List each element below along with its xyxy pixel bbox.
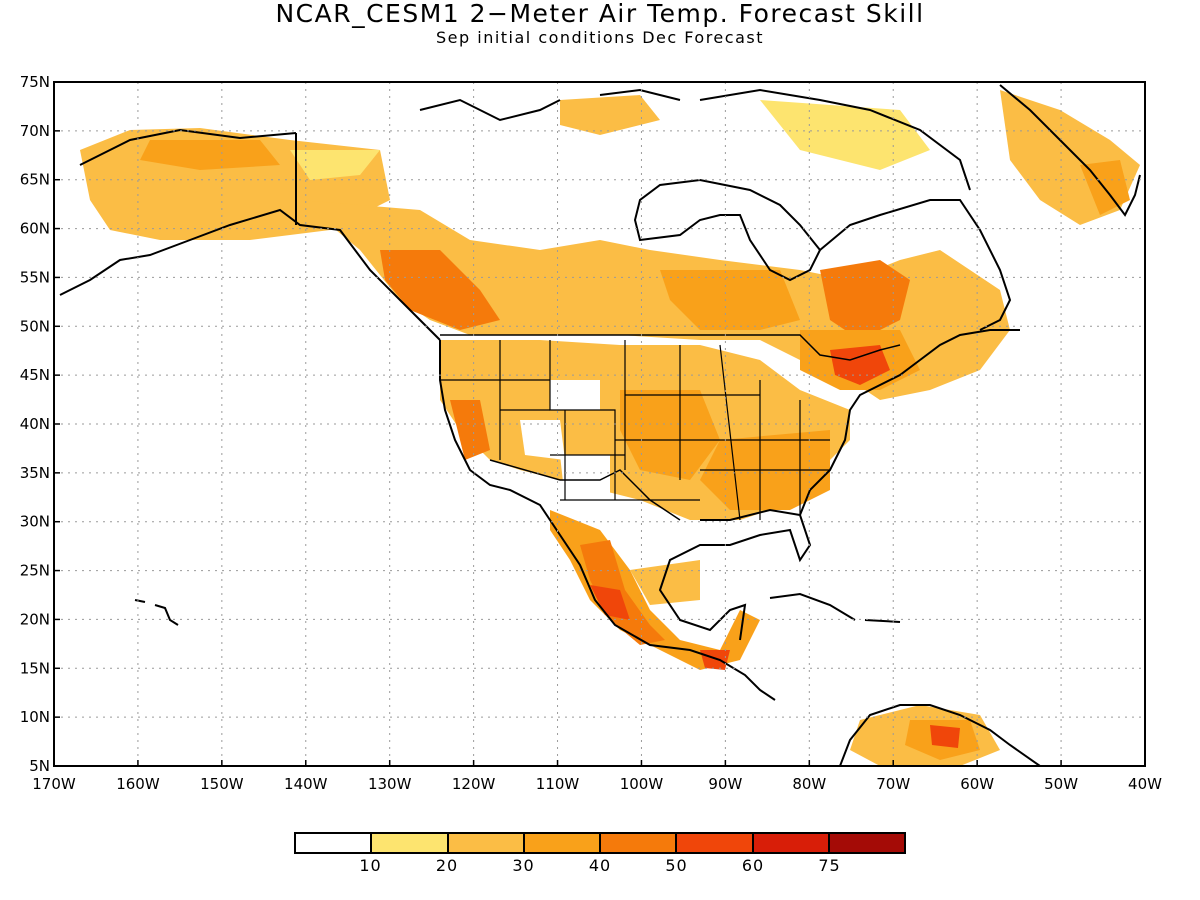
colorbar-label: 60 bbox=[741, 856, 765, 875]
border-us-canada bbox=[440, 334, 901, 361]
latitude-labels: 75N 70N 65N 60N 55N 50N 45N 40N 35N 30N 25N 20N 15N 1… bbox=[20, 73, 60, 775]
map-title: NCAR_CESM1 2−Meter Air Temp. Forecast Sk… bbox=[275, 0, 925, 28]
lon-tick-label: 70W bbox=[876, 775, 910, 793]
colorbar-box bbox=[677, 834, 754, 852]
colorbar-label: 40 bbox=[588, 856, 612, 875]
coastline-cuba bbox=[769, 592, 856, 621]
lat-tick-label: 5N bbox=[29, 757, 50, 775]
lat-tick-label: 20N bbox=[20, 610, 50, 628]
colorbar-box bbox=[601, 834, 678, 852]
coastlines bbox=[59, 84, 1141, 766]
lat-tick-label: 75N bbox=[20, 73, 50, 91]
coastline-labrador bbox=[819, 199, 1012, 331]
lon-tick-label: 40W bbox=[1128, 775, 1162, 793]
colorbar-box bbox=[296, 834, 373, 852]
lat-tick-label: 30N bbox=[20, 513, 50, 531]
colorbar bbox=[294, 832, 906, 854]
colorbar-label: 30 bbox=[512, 856, 535, 875]
lon-tick-label: 140W bbox=[284, 775, 328, 793]
plot-area bbox=[54, 82, 1145, 766]
coastline-hudson-bay bbox=[633, 178, 822, 282]
coastline-west-us bbox=[439, 340, 776, 701]
colorbar-label: 10 bbox=[359, 856, 382, 875]
colorbar-label: 50 bbox=[665, 856, 688, 875]
coastline-alaska bbox=[59, 208, 441, 341]
lat-tick-label: 35N bbox=[20, 464, 50, 482]
lat-tick-label: 50N bbox=[20, 317, 50, 335]
colorbar-box bbox=[829, 834, 904, 852]
longitude-labels: 170W 160W 150W 140W 130W 120W 110W 100W 90W 80W 70… bbox=[32, 760, 1162, 793]
skill-shading bbox=[80, 90, 1140, 766]
colorbar-box bbox=[372, 834, 449, 852]
coastline-greenland bbox=[999, 84, 1141, 217]
colorbar-box bbox=[524, 834, 601, 852]
lon-tick-label: 80W bbox=[792, 775, 826, 793]
map-subtitle: Sep initial conditions Dec Forecast bbox=[436, 28, 764, 47]
colorbar-label: 75 bbox=[818, 856, 841, 875]
coastline-hawaii bbox=[134, 599, 179, 626]
lon-tick-label: 100W bbox=[620, 775, 664, 793]
lat-tick-label: 60N bbox=[20, 220, 50, 238]
colorbar-box bbox=[448, 834, 525, 852]
lon-tick-label: 50W bbox=[1044, 775, 1078, 793]
lat-tick-label: 70N bbox=[20, 122, 50, 140]
lon-tick-label: 90W bbox=[708, 775, 742, 793]
grid-lines bbox=[54, 82, 1145, 766]
colorbar-labels: 10 20 30 40 50 60 75 bbox=[294, 856, 906, 878]
colorbar-box bbox=[753, 834, 830, 852]
state-borders bbox=[440, 340, 830, 521]
lon-tick-label: 150W bbox=[200, 775, 244, 793]
lat-tick-label: 45N bbox=[20, 366, 50, 384]
lat-tick-label: 10N bbox=[20, 708, 50, 726]
lon-tick-label: 110W bbox=[536, 775, 580, 793]
coastline-arctic bbox=[419, 88, 971, 191]
lat-tick-label: 55N bbox=[20, 268, 50, 286]
coastline-hispaniola bbox=[864, 619, 901, 623]
lon-tick-label: 120W bbox=[452, 775, 496, 793]
lon-tick-label: 170W bbox=[32, 775, 76, 793]
lon-tick-label: 60W bbox=[960, 775, 994, 793]
lat-tick-label: 65N bbox=[20, 171, 50, 189]
lat-tick-label: 25N bbox=[20, 562, 50, 580]
border-us-mexico bbox=[489, 459, 681, 521]
colorbar-label: 20 bbox=[435, 856, 459, 875]
lat-tick-label: 15N bbox=[20, 659, 50, 677]
coastline-south-america bbox=[839, 704, 1041, 766]
lon-tick-label: 130W bbox=[368, 775, 412, 793]
lon-tick-label: 160W bbox=[116, 775, 160, 793]
coastline-gulf bbox=[658, 508, 812, 641]
lat-tick-label: 40N bbox=[20, 415, 50, 433]
